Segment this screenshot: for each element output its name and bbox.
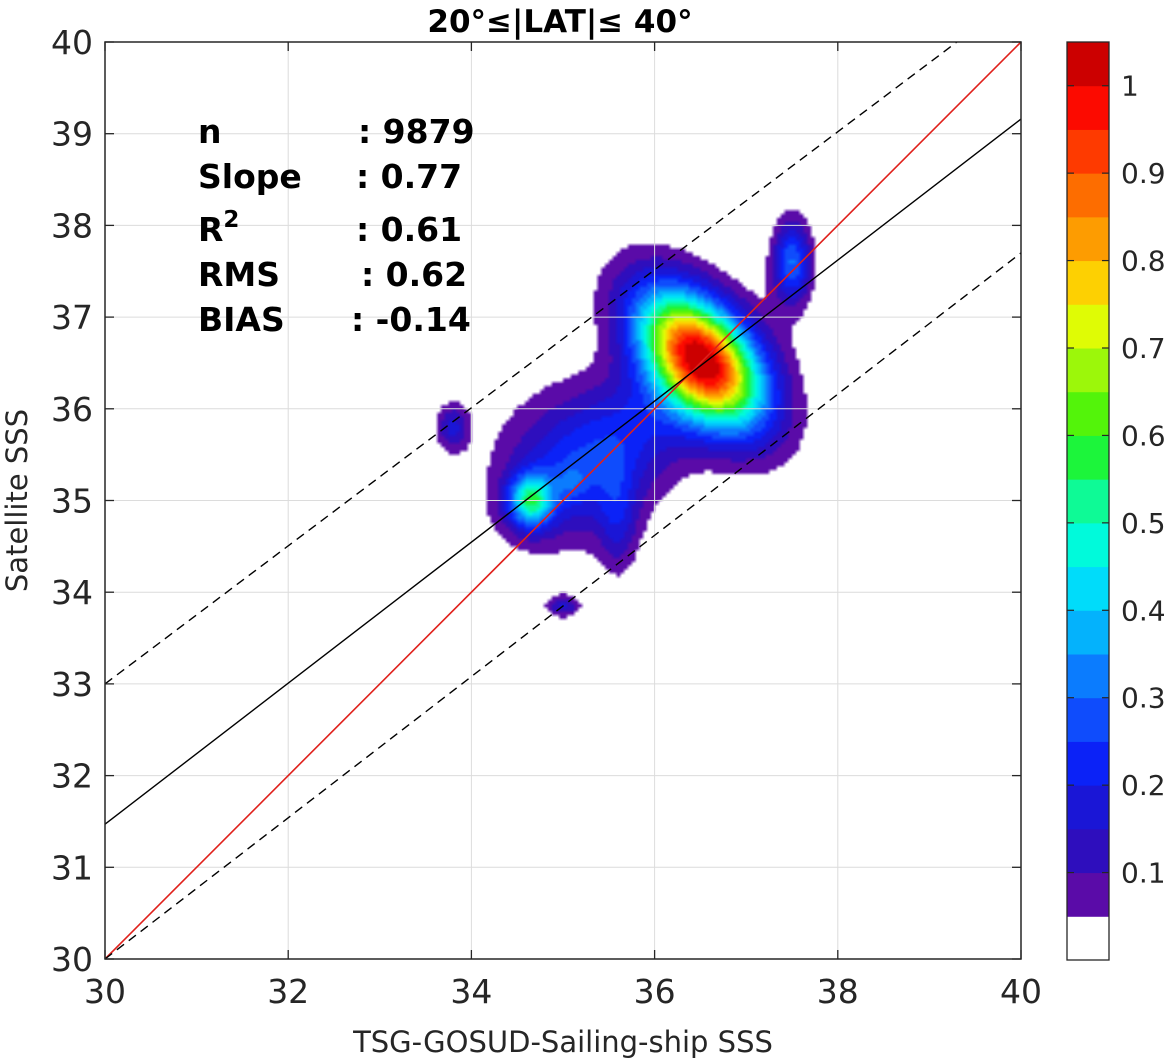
y-tick-label: 37 xyxy=(51,298,93,337)
colorbar-frame xyxy=(1066,41,1110,961)
stat-label-superscript: 2 xyxy=(223,207,239,233)
stat-label: BIAS xyxy=(198,300,285,339)
y-tick-label: 34 xyxy=(51,573,93,612)
axis-ticks: 30 32 34 36 38 40 30 31 32 33 34 35 36 37 38 39 40 xyxy=(51,23,1042,1011)
y-tick-label: 36 xyxy=(51,390,93,429)
regression-line xyxy=(104,118,1022,825)
colorbar-tick-label: 0.6 xyxy=(1121,419,1166,452)
colorbar-band xyxy=(1067,42,1109,87)
colorbar-band xyxy=(1067,304,1109,349)
y-tick-label: 30 xyxy=(51,940,93,979)
colorbar-tick-label: 0.8 xyxy=(1121,245,1166,278)
stat-value: : -0.14 xyxy=(351,300,471,339)
colorbar-tick-label: 0.9 xyxy=(1121,157,1166,190)
colorbar-band xyxy=(1067,741,1109,786)
colorbar-tick-label: 0.1 xyxy=(1121,857,1166,890)
colorbar-tick-label: 0.3 xyxy=(1121,682,1166,715)
colorbar-band xyxy=(1067,85,1109,130)
colorbar-band xyxy=(1067,435,1109,480)
colorbar-tick-label: 0.4 xyxy=(1121,594,1166,627)
x-tick-label: 40 xyxy=(1000,972,1042,1011)
chart-title: 20°≤|LAT|≤ 40° xyxy=(427,4,692,40)
colorbar-band xyxy=(1067,828,1109,874)
colorbar-band xyxy=(1067,566,1109,611)
upper-bias-line xyxy=(104,41,958,685)
stat-value: : 0.61 xyxy=(356,210,462,249)
x-tick-label: 34 xyxy=(450,972,492,1011)
stat-label: n xyxy=(198,112,222,151)
colorbar-tick-label: 0.5 xyxy=(1121,507,1166,540)
y-tick-label: 38 xyxy=(51,206,93,245)
stat-label: RMS xyxy=(198,255,280,294)
stat-value: : 9879 xyxy=(358,112,475,151)
one-to-one-line xyxy=(104,41,1022,960)
colorbar-band xyxy=(1067,872,1109,917)
lower-bias-line xyxy=(104,252,1022,960)
colorbar-band xyxy=(1067,129,1109,174)
stat-label: Slope xyxy=(198,157,302,196)
colorbar-band xyxy=(1067,479,1109,524)
stat-value: : 0.77 xyxy=(356,157,462,196)
y-tick-label: 33 xyxy=(51,665,93,704)
colorbar-tick-label: 0.7 xyxy=(1121,332,1166,365)
colorbar-tick-label: 0.2 xyxy=(1121,769,1166,802)
colorbar-band xyxy=(1067,610,1109,655)
colorbar-band xyxy=(1067,173,1109,218)
colorbar-band xyxy=(1067,348,1109,393)
y-tick-label: 40 xyxy=(51,23,93,62)
y-tick-label: 35 xyxy=(51,482,93,521)
x-tick-label: 32 xyxy=(267,972,309,1011)
y-tick-label: 32 xyxy=(51,757,93,796)
colorbar-band xyxy=(1067,654,1109,699)
colorbar-band xyxy=(1067,697,1109,742)
y-axis-label: Satellite SSS xyxy=(0,409,34,592)
x-tick-label: 30 xyxy=(84,972,126,1011)
stat-value: : 0.62 xyxy=(361,255,467,294)
colorbar-band xyxy=(1067,916,1109,961)
colorbar: 0.1 0.2 0.3 0.4 0.5 0.6 0.7 0.8 0.9 1 xyxy=(1066,41,1166,961)
reference-lines xyxy=(104,41,1022,960)
colorbar-band xyxy=(1067,391,1109,436)
grid-lines xyxy=(104,41,1022,960)
x-tick-label: 36 xyxy=(634,972,676,1011)
colorbar-band xyxy=(1067,785,1109,830)
colorbar-band xyxy=(1067,522,1109,568)
y-tick-label: 39 xyxy=(51,115,93,154)
colorbar-tick-label: 1 xyxy=(1121,70,1139,103)
colorbar-band xyxy=(1067,260,1109,305)
y-tick-label: 31 xyxy=(51,848,93,887)
colorbar-band xyxy=(1067,216,1109,262)
x-axis-label: TSG-GOSUD-Sailing-ship SSS xyxy=(352,1025,773,1059)
x-tick-label: 38 xyxy=(817,972,859,1011)
